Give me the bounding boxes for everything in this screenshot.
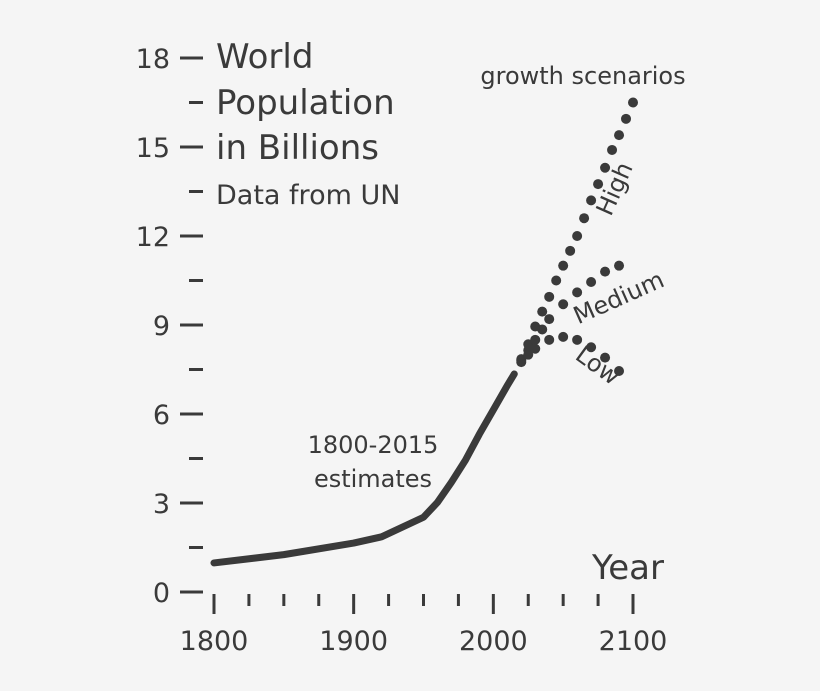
title-line-1: World <box>216 37 313 77</box>
data-point <box>523 349 534 360</box>
data-point <box>530 334 541 345</box>
y-tick-label: 9 <box>153 311 170 342</box>
x-tick-label: 1800 <box>180 626 249 657</box>
y-tick-label: 0 <box>153 578 170 609</box>
series-1800-2015-estimates <box>210 370 518 567</box>
title-line-2: Population <box>216 83 395 123</box>
data-point <box>516 357 527 368</box>
data-point <box>544 314 555 325</box>
x-tick-label: 2000 <box>459 626 528 657</box>
data-point <box>614 130 625 141</box>
data-point <box>572 231 583 241</box>
growth-scenarios-label: growth scenarios <box>480 62 685 90</box>
y-tick-label: 15 <box>136 133 170 164</box>
data-point <box>537 324 548 335</box>
estimates-label-line-2: estimates <box>314 465 432 493</box>
data-point <box>614 260 625 271</box>
chart-subtitle: Data from UN <box>216 180 400 211</box>
y-tick-label: 12 <box>136 222 170 253</box>
series-line <box>210 370 518 567</box>
data-point <box>593 179 604 190</box>
series-group <box>210 97 638 567</box>
data-point <box>544 291 555 302</box>
data-point <box>607 144 618 155</box>
x-tick-label: 2100 <box>599 626 668 657</box>
y-tick-label: 6 <box>153 400 170 431</box>
data-point <box>544 334 555 345</box>
data-point <box>558 260 569 271</box>
data-point <box>614 365 625 376</box>
y-tick-label: 3 <box>153 489 170 520</box>
data-point <box>551 275 562 286</box>
data-point <box>572 287 583 298</box>
data-point <box>586 195 597 206</box>
data-point <box>600 352 611 363</box>
data-point <box>628 97 638 108</box>
scenario-label-medium: Medium <box>569 265 668 330</box>
data-point <box>586 276 597 287</box>
data-point <box>579 213 590 224</box>
data-point <box>537 306 548 317</box>
data-point <box>565 245 576 256</box>
data-point <box>600 162 611 173</box>
y-axis: 0 3 6 9 12 15 18 <box>136 44 203 609</box>
scenario-label-low: Low <box>570 340 625 390</box>
x-tick-label: 1900 <box>319 626 388 657</box>
title-line-3: in Billions <box>216 128 379 168</box>
data-point <box>572 334 583 345</box>
data-point <box>530 343 541 354</box>
data-point <box>586 342 597 353</box>
data-point <box>621 113 632 124</box>
chart-title: World Population in Billions Data from U… <box>216 37 400 211</box>
data-point <box>558 299 569 310</box>
y-tick-label: 18 <box>136 44 170 75</box>
data-point <box>558 331 569 342</box>
x-axis: 1800 1900 2000 2100 <box>180 594 668 657</box>
series-low <box>516 331 625 376</box>
x-axis-label: Year <box>591 548 664 588</box>
data-point <box>600 266 611 277</box>
estimates-label-line-1: 1800-2015 <box>308 431 439 459</box>
